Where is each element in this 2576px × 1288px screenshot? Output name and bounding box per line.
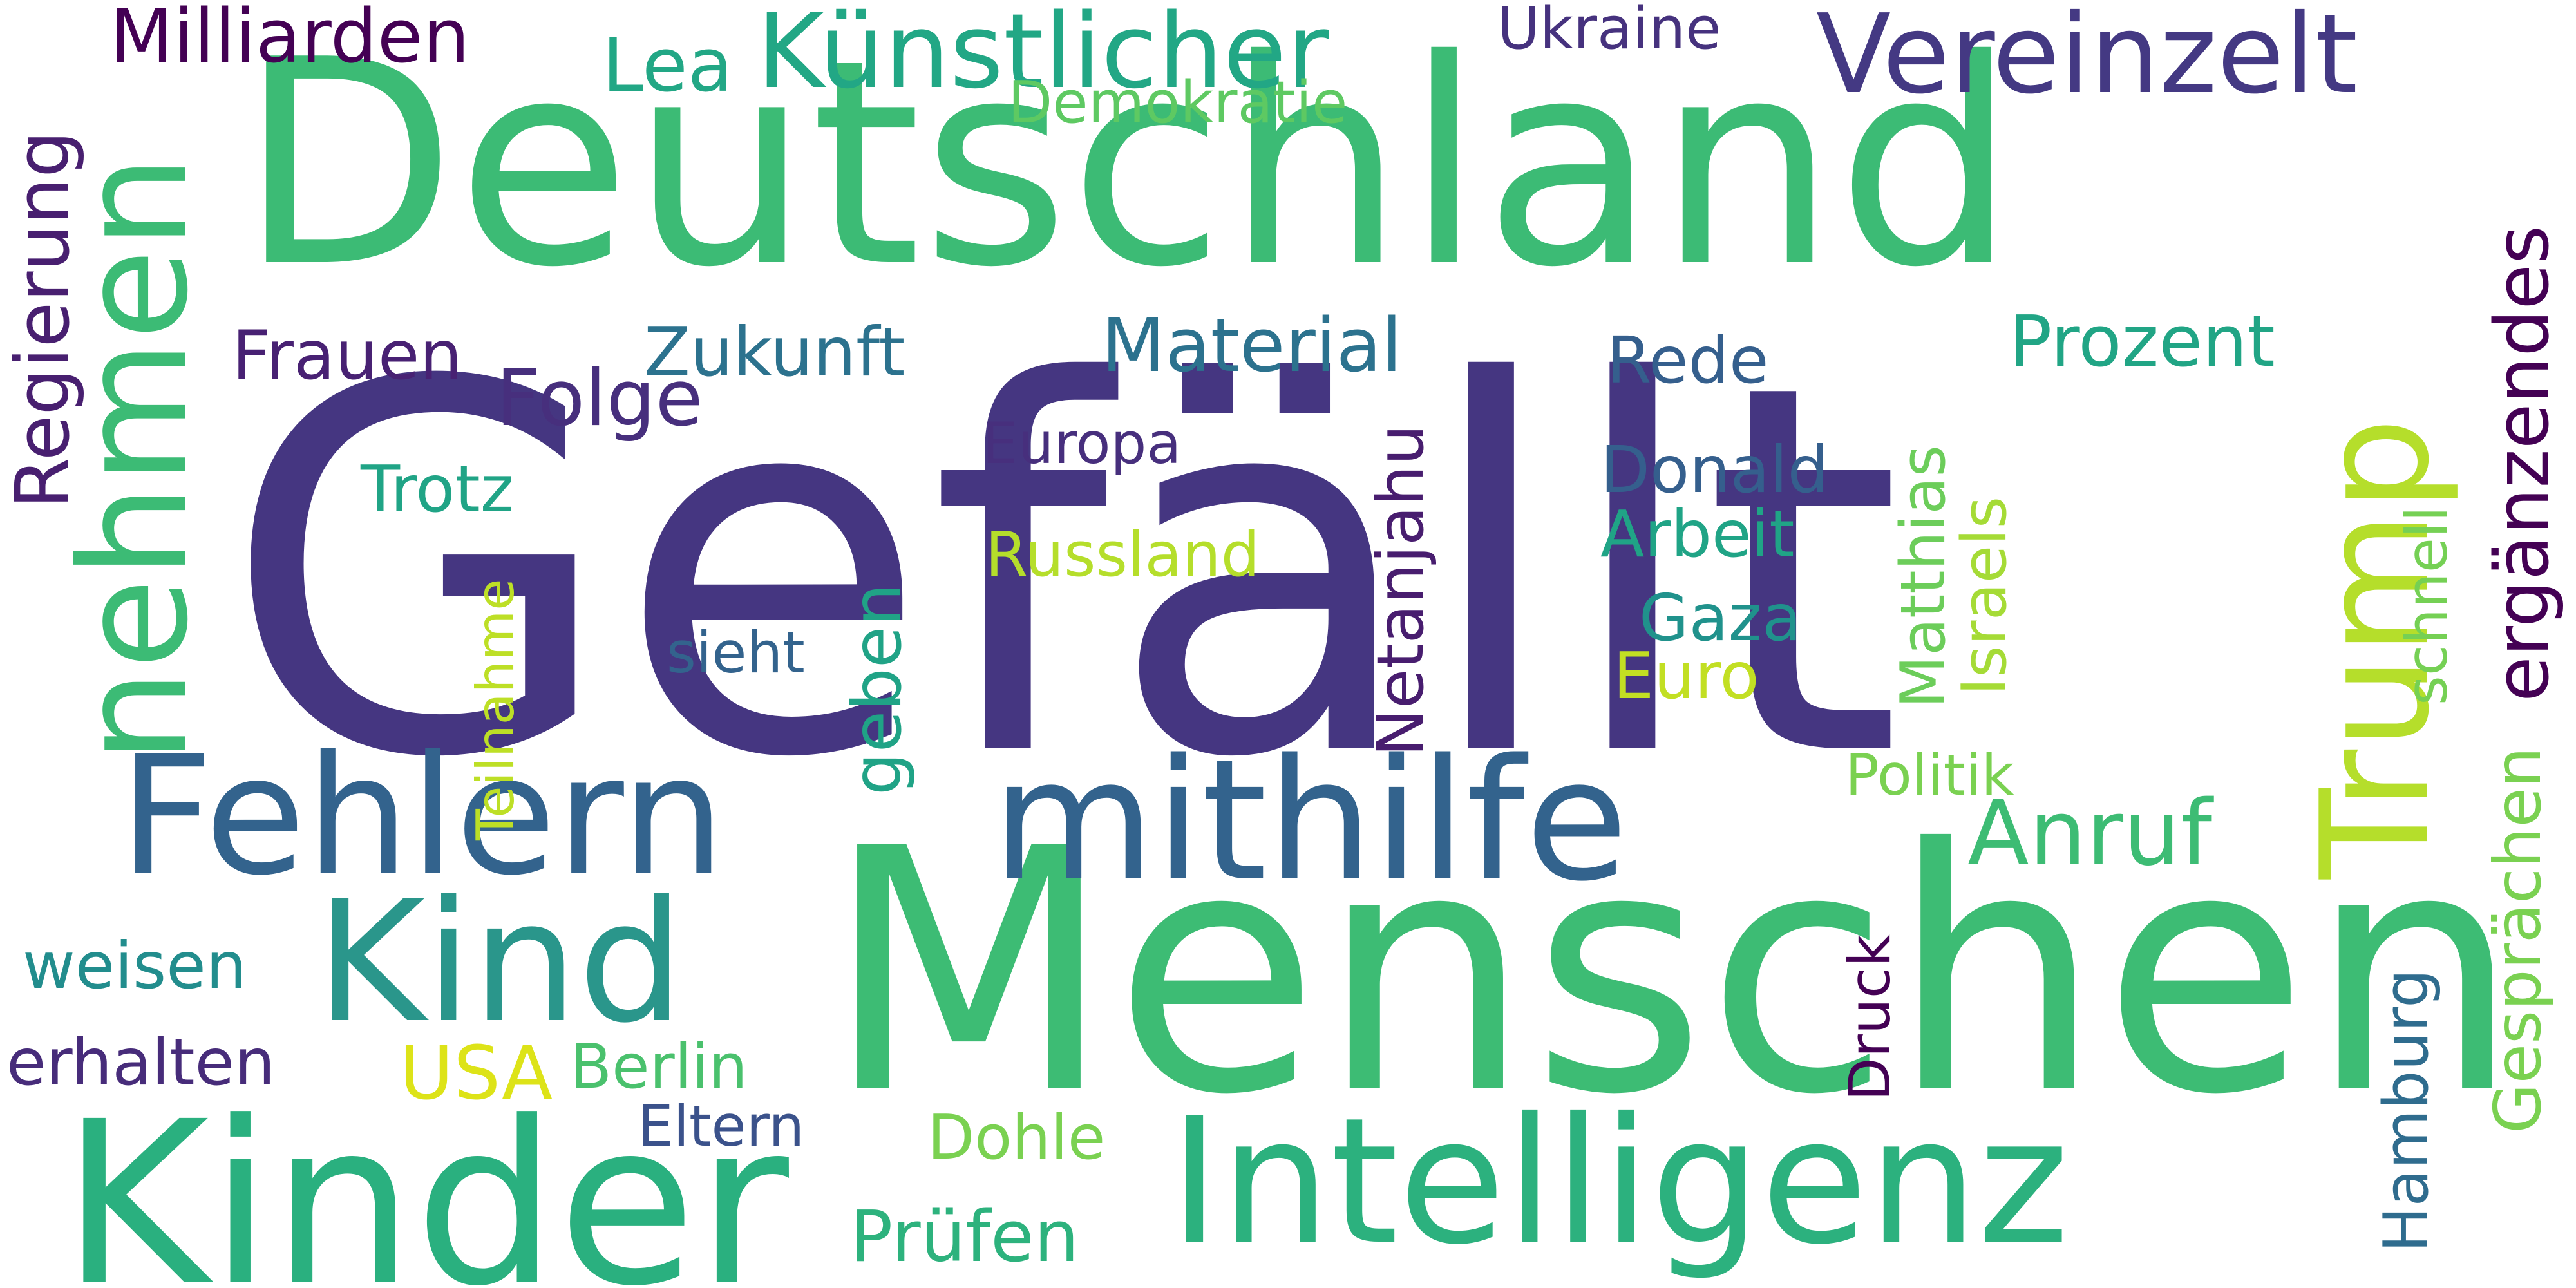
word-material: Material	[1101, 303, 1403, 389]
word-weisen: weisen	[23, 928, 247, 1003]
word-fehlern: Fehlern	[119, 721, 725, 912]
word-gespraechen: Gesprächen	[2480, 746, 2555, 1133]
word-sieht: sieht	[667, 620, 805, 686]
word-gefaellt: Gefällt	[222, 277, 1903, 869]
word-kind: Kind	[316, 866, 685, 1060]
word-druck: Druck	[1837, 934, 1903, 1101]
word-intelligenz: Intelligenz	[1169, 1080, 2070, 1283]
word-israels: Israels	[1949, 496, 2020, 696]
word-dohle: Dohle	[927, 1103, 1106, 1173]
word-mithilfe: mithilfe	[992, 724, 1629, 918]
word-kinder: Kinder	[61, 1073, 789, 1288]
word-zukunft: Zukunft	[644, 313, 905, 392]
word-vereinzelt: Vereinzelt	[1816, 0, 2358, 118]
word-regierung: Regierung	[0, 130, 86, 509]
word-lea: Lea	[602, 23, 734, 109]
word-kuenstlicher: Künstlicher	[757, 0, 1329, 111]
word-eltern: Eltern	[638, 1093, 805, 1159]
word-folge: Folge	[496, 354, 703, 444]
word-teilnahme: Teilnahme	[466, 578, 526, 840]
word-russland: Russland	[985, 520, 1260, 591]
word-europa: Europa	[982, 410, 1182, 477]
word-euro: Euro	[1613, 638, 1759, 714]
word-berlin: Berlin	[570, 1032, 748, 1103]
word-donald: Donald	[1600, 432, 1829, 507]
word-arbeit: Arbeit	[1600, 497, 1795, 572]
word-trotz: Trotz	[361, 451, 515, 527]
word-politik: Politik	[1845, 742, 2014, 808]
word-prozent: Prozent	[2009, 300, 2275, 383]
word-ukraine: Ukraine	[1497, 0, 1721, 62]
word-usa: USA	[399, 1030, 553, 1117]
word-pruefen: Prüfen	[850, 1195, 1079, 1278]
word-deutschland: Deutschland	[238, 0, 2016, 329]
word-frauen: Frauen	[232, 316, 462, 395]
word-milliarden: Milliarden	[109, 0, 470, 80]
word-anruf: Anruf	[1967, 781, 2213, 886]
word-gaza: Gaza	[1639, 580, 1802, 656]
word-hamburg: Hamburg	[2371, 969, 2442, 1253]
word-rede: Rede	[1607, 323, 1769, 398]
word-geben: geben	[838, 583, 916, 795]
word-erhalten: erhalten	[6, 1025, 276, 1100]
word-menschen: Menschen	[824, 777, 2521, 1168]
word-netanjahu: Netanjahu	[1363, 424, 1438, 757]
word-demokratie: Demokratie	[1008, 69, 1348, 137]
